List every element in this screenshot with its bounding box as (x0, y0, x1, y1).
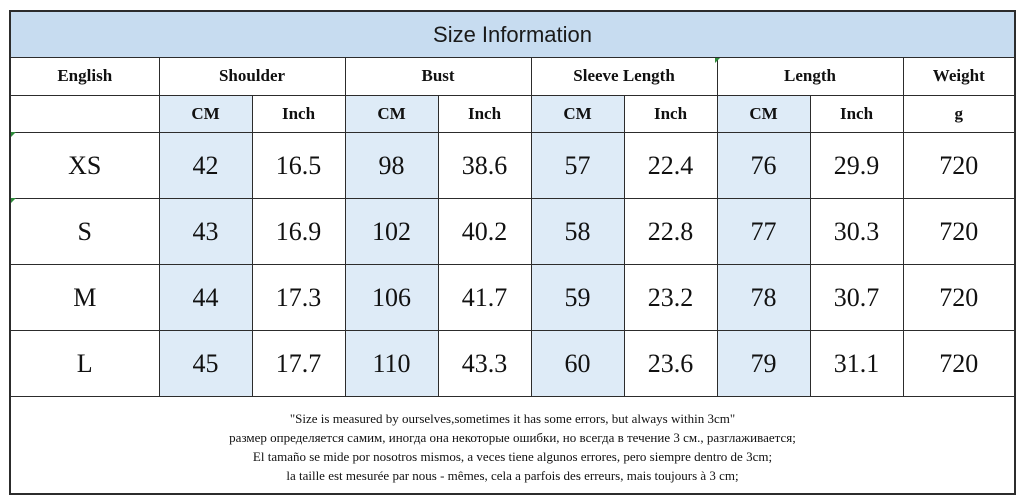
header-bust: Bust (344, 57, 532, 96)
unit-shoulder-cm: CM (158, 95, 253, 133)
sleeve-cm-value: 58 (530, 198, 625, 265)
table-row: M 44 17.3 106 41.7 59 23.2 78 30.7 720 (11, 264, 1015, 331)
cell-marker (11, 132, 16, 137)
sleeve-inch-value: 23.2 (623, 264, 718, 331)
bust-inch-value: 40.2 (437, 198, 532, 265)
unit-shoulder-inch: Inch (251, 95, 346, 133)
header-english: English (11, 57, 160, 96)
bust-cm-value: 98 (344, 132, 439, 199)
unit-bust-inch: Inch (437, 95, 532, 133)
length-cm-value: 78 (716, 264, 811, 331)
weight-value: 720 (902, 198, 1015, 265)
unit-length-inch: Inch (809, 95, 904, 133)
note-english: "Size is measured by ourselves,sometimes… (289, 410, 736, 426)
weight-value: 720 (902, 264, 1015, 331)
chart-title: Size Information (11, 12, 1014, 58)
size-label: XS (11, 132, 160, 199)
unit-row: CM Inch CM Inch CM Inch CM Inch g (11, 95, 1015, 133)
size-label: S (11, 198, 160, 265)
length-inch-value: 30.7 (809, 264, 904, 331)
unit-sleeve-cm: CM (530, 95, 625, 133)
shoulder-inch-value: 16.5 (251, 132, 346, 199)
shoulder-inch-value: 17.7 (251, 330, 346, 397)
sleeve-inch-value: 22.4 (623, 132, 718, 199)
cell-marker (715, 58, 720, 63)
shoulder-cm-value: 42 (158, 132, 253, 199)
size-table: English Shoulder Bust Sleeve Length Leng… (11, 57, 1015, 397)
header-shoulder: Shoulder (158, 57, 346, 96)
weight-value: 720 (902, 330, 1015, 397)
length-cm-value: 77 (716, 198, 811, 265)
bust-inch-value: 38.6 (437, 132, 532, 199)
length-inch-value: 31.1 (809, 330, 904, 397)
unit-empty (11, 95, 160, 133)
weight-value: 720 (902, 132, 1015, 199)
note-french: la taille est mesurée par nous - mêmes, … (286, 467, 739, 483)
table-row: XS 42 16.5 98 38.6 57 22.4 76 29.9 720 (11, 132, 1015, 199)
measurement-notes: "Size is measured by ourselves,sometimes… (11, 400, 1014, 493)
unit-bust-cm: CM (344, 95, 439, 133)
length-inch-value: 30.3 (809, 198, 904, 265)
sleeve-cm-value: 57 (530, 132, 625, 199)
bust-inch-value: 43.3 (437, 330, 532, 397)
size-label: L (11, 330, 160, 397)
sleeve-cm-value: 60 (530, 330, 625, 397)
bust-cm-value: 106 (344, 264, 439, 331)
header-row: English Shoulder Bust Sleeve Length Leng… (11, 57, 1015, 96)
note-spanish: El tamaño se mide por nosotros mismos, a… (252, 448, 773, 464)
unit-sleeve-inch: Inch (623, 95, 718, 133)
shoulder-cm-value: 44 (158, 264, 253, 331)
table-row: L 45 17.7 110 43.3 60 23.6 79 31.1 720 (11, 330, 1015, 397)
header-sleeve-length: Sleeve Length (530, 57, 718, 96)
note-russian: размер определяется самим, иногда она не… (229, 429, 796, 445)
shoulder-inch-value: 16.9 (251, 198, 346, 265)
bust-inch-value: 41.7 (437, 264, 532, 331)
shoulder-inch-value: 17.3 (251, 264, 346, 331)
length-cm-value: 76 (716, 132, 811, 199)
size-label: M (11, 264, 160, 331)
sleeve-inch-value: 22.8 (623, 198, 718, 265)
shoulder-cm-value: 45 (158, 330, 253, 397)
cell-marker (11, 198, 16, 203)
sleeve-cm-value: 59 (530, 264, 625, 331)
table-row: S 43 16.9 102 40.2 58 22.8 77 30.3 720 (11, 198, 1015, 265)
bust-cm-value: 102 (344, 198, 439, 265)
bust-cm-value: 110 (344, 330, 439, 397)
header-length: Length (716, 57, 904, 96)
shoulder-cm-value: 43 (158, 198, 253, 265)
length-inch-value: 29.9 (809, 132, 904, 199)
sleeve-inch-value: 23.6 (623, 330, 718, 397)
size-chart: Size Information English Shoulder Bust S… (9, 10, 1016, 495)
unit-length-cm: CM (716, 95, 811, 133)
unit-weight-g: g (902, 95, 1015, 133)
length-cm-value: 79 (716, 330, 811, 397)
header-weight: Weight (902, 57, 1015, 96)
